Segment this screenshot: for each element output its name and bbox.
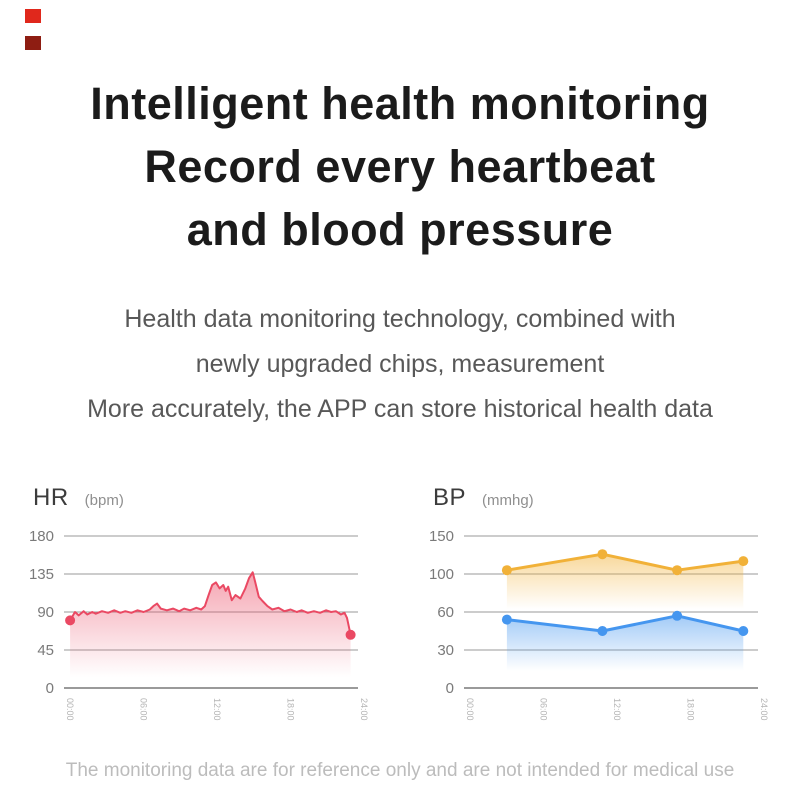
heart-rate-dot [345, 629, 356, 640]
y-tick-label: 90 [37, 604, 54, 621]
y-tick-label: 100 [429, 566, 454, 583]
subtitle-line-2: newly upgraded chips, measurement [195, 350, 605, 378]
blood-pressure-chart-title: BP [433, 484, 467, 511]
y-tick-label: 150 [429, 528, 454, 545]
x-tick-label: 00:00 [465, 698, 475, 721]
heart-rate-dot [65, 615, 76, 626]
diastolic-dot [672, 610, 683, 621]
brand-square-bottom [25, 36, 41, 50]
y-tick-label: 60 [437, 604, 454, 621]
heart-rate-chart-unit: (bpm) [84, 492, 124, 509]
heart-rate-chart-title: HR [33, 484, 69, 511]
disclaimer-text: The monitoring data are for reference on… [65, 760, 735, 781]
systolic-dot [672, 565, 683, 576]
diastolic-line [505, 614, 745, 633]
blood-pressure-chart: BP (mmhg) 150 100 60 30 0 00:00 06:00 12:00 18:0… [424, 478, 784, 738]
subtitle-line-3: More accurately, the APP can store histo… [87, 395, 713, 423]
systolic-line [505, 552, 745, 572]
y-tick-label: 135 [29, 566, 54, 583]
systolic-dot [597, 549, 608, 560]
y-tick-label: 45 [37, 642, 54, 659]
x-tick-label: 24:00 [759, 698, 769, 721]
x-tick-label: 06:00 [539, 698, 549, 721]
page-title-line-1: Intelligent health monitoring [90, 78, 710, 129]
page-subtitle: Health data monitoring technology, combi… [0, 297, 800, 432]
heart-rate-chart: HR (bpm) 180 135 90 45 0 00:00 06:00 12:00 18:00… [24, 478, 384, 738]
x-tick-label: 12:00 [612, 698, 622, 721]
page-title: Intelligent health monitoring Record eve… [0, 72, 800, 261]
y-tick-label: 0 [446, 680, 454, 697]
page-title-line-3: and blood pressure [186, 204, 614, 255]
diastolic-dot [738, 626, 749, 636]
blood-pressure-chart-header: BP (mmhg) [433, 484, 534, 512]
subtitle-line-1: Health data monitoring technology, combi… [124, 305, 676, 333]
heart-rate-chart-plot: 180 135 90 45 0 00:00 06:00 12:00 18:00 24:00 [29, 528, 369, 721]
y-tick-label: 0 [46, 680, 54, 697]
x-tick-label: 06:00 [139, 698, 149, 721]
x-tick-label: 12:00 [212, 698, 222, 721]
blood-pressure-chart-unit: (mmhg) [482, 492, 534, 509]
x-tick-label: 18:00 [686, 698, 696, 721]
x-tick-label: 18:00 [286, 698, 296, 721]
heart-rate-chart-header: HR (bpm) [33, 484, 124, 512]
y-tick-label: 30 [437, 642, 454, 659]
x-tick-label: 24:00 [359, 698, 369, 721]
brand-square-top [25, 9, 41, 23]
heart-rate-area [70, 572, 351, 688]
y-tick-label: 180 [29, 528, 54, 545]
heart-rate-line [69, 571, 352, 636]
x-tick-label: 00:00 [65, 698, 75, 721]
systolic-dot [738, 556, 749, 567]
page-title-line-2: Record every heartbeat [144, 141, 656, 192]
diastolic-dot [501, 614, 512, 625]
blood-pressure-chart-plot: 150 100 60 30 0 00:00 06:00 12:00 18:00 24:00 [429, 528, 769, 721]
diastolic-dot [597, 626, 608, 636]
diastolic-area [506, 615, 744, 688]
systolic-dot [501, 565, 512, 576]
